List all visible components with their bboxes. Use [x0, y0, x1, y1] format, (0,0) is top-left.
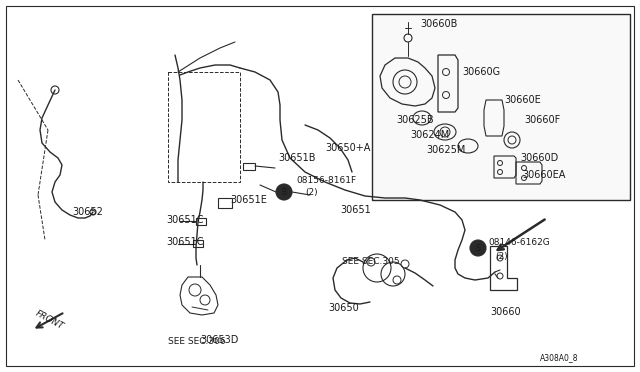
Text: 30651C: 30651C — [166, 215, 204, 225]
Text: (2): (2) — [495, 251, 508, 260]
Bar — [243, 163, 255, 170]
Bar — [372, 14, 630, 200]
Bar — [168, 72, 240, 182]
Bar — [193, 240, 203, 247]
Circle shape — [470, 240, 486, 256]
Text: 08156-8161F: 08156-8161F — [296, 176, 356, 185]
Text: 30660EA: 30660EA — [522, 170, 565, 180]
Text: 30651B: 30651B — [278, 153, 316, 163]
Text: SEE SEC.306: SEE SEC.306 — [168, 337, 226, 346]
Text: 08146-6162G: 08146-6162G — [488, 237, 550, 247]
Text: 30624M: 30624M — [410, 130, 449, 140]
Text: 30651: 30651 — [340, 205, 371, 215]
Text: 30660: 30660 — [490, 307, 520, 317]
Text: SEE SEC.305: SEE SEC.305 — [342, 257, 399, 266]
Text: 30625M: 30625M — [426, 145, 465, 155]
Text: 30652: 30652 — [72, 207, 103, 217]
Text: 30660E: 30660E — [504, 95, 541, 105]
Text: A308A0_8: A308A0_8 — [540, 353, 579, 362]
Text: B: B — [282, 187, 287, 196]
Text: 30625B: 30625B — [396, 115, 434, 125]
Text: 30651C: 30651C — [166, 237, 204, 247]
Text: 30660G: 30660G — [462, 67, 500, 77]
Text: 30650+A: 30650+A — [325, 143, 371, 153]
Text: 30651E: 30651E — [230, 195, 267, 205]
Text: 30660F: 30660F — [524, 115, 560, 125]
Text: FRONT: FRONT — [34, 309, 65, 331]
Text: 30650: 30650 — [328, 303, 359, 313]
Bar — [196, 218, 206, 225]
Text: 30660D: 30660D — [520, 153, 558, 163]
Text: 30653D: 30653D — [200, 335, 238, 345]
Bar — [218, 198, 232, 208]
Text: S: S — [476, 244, 481, 253]
Text: (2): (2) — [305, 187, 317, 196]
Text: 30660B: 30660B — [420, 19, 458, 29]
Circle shape — [276, 184, 292, 200]
